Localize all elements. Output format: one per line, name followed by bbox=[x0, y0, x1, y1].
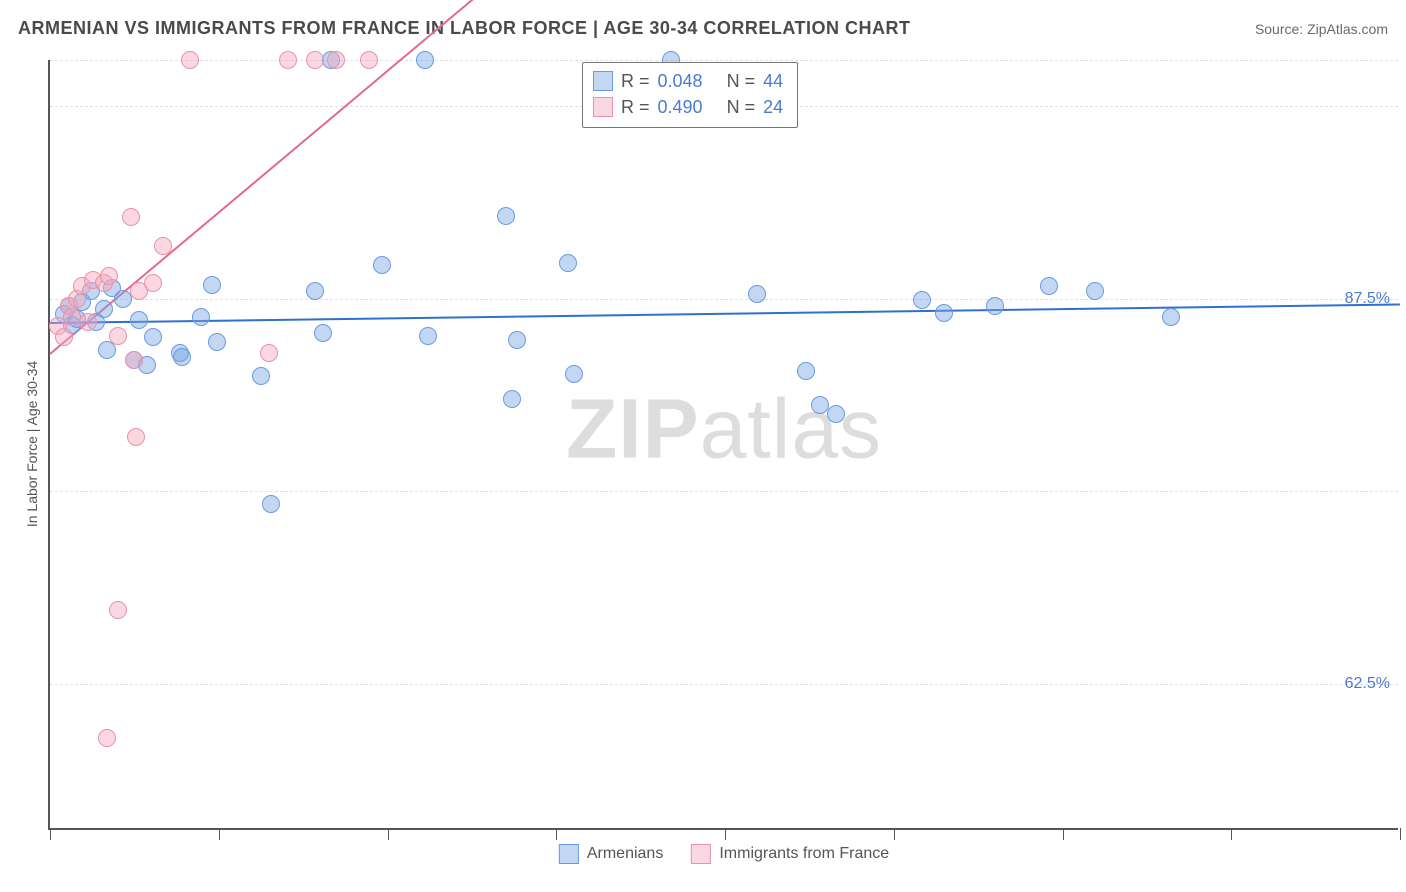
data-point bbox=[373, 256, 391, 274]
data-point bbox=[208, 333, 226, 351]
stat-legend-row: R = 0.490 N = 24 bbox=[593, 94, 783, 120]
legend-label: Armenians bbox=[587, 845, 663, 863]
data-point bbox=[306, 282, 324, 300]
chart-source: Source: ZipAtlas.com bbox=[1255, 21, 1388, 37]
gridline-h bbox=[50, 299, 1398, 300]
x-tick bbox=[1063, 828, 1064, 840]
data-point bbox=[314, 324, 332, 342]
x-tick bbox=[219, 828, 220, 840]
n-value: 44 bbox=[763, 68, 783, 94]
legend-swatch bbox=[559, 844, 579, 864]
data-point bbox=[154, 237, 172, 255]
x-tick bbox=[1400, 828, 1401, 840]
data-point bbox=[327, 51, 345, 69]
x-tick bbox=[1231, 828, 1232, 840]
gridline-h bbox=[50, 491, 1398, 492]
gridline-h bbox=[50, 60, 1398, 61]
data-point bbox=[144, 328, 162, 346]
y-tick-label: 62.5% bbox=[1345, 675, 1390, 693]
data-point bbox=[252, 367, 270, 385]
data-point bbox=[98, 729, 116, 747]
data-point bbox=[125, 351, 143, 369]
data-point bbox=[935, 304, 953, 322]
x-tick bbox=[388, 828, 389, 840]
legend-swatch bbox=[691, 844, 711, 864]
chart-header: ARMENIAN VS IMMIGRANTS FROM FRANCE IN LA… bbox=[18, 18, 1388, 39]
data-point bbox=[127, 428, 145, 446]
data-point bbox=[1162, 308, 1180, 326]
legend-label: Immigrants from France bbox=[719, 845, 889, 863]
y-axis-label: In Labor Force | Age 30-34 bbox=[24, 361, 40, 527]
gridline-h bbox=[50, 684, 1398, 685]
data-point bbox=[508, 331, 526, 349]
n-label: N = bbox=[727, 68, 756, 94]
r-value: 0.490 bbox=[658, 94, 703, 120]
data-point bbox=[181, 51, 199, 69]
x-tick bbox=[894, 828, 895, 840]
data-point bbox=[262, 495, 280, 513]
data-point bbox=[130, 311, 148, 329]
n-label: N = bbox=[727, 94, 756, 120]
trend-line bbox=[50, 303, 1400, 323]
n-value: 24 bbox=[763, 94, 783, 120]
watermark: ZIPatlas bbox=[566, 380, 882, 477]
data-point bbox=[122, 208, 140, 226]
data-point bbox=[114, 290, 132, 308]
watermark-atlas: atlas bbox=[700, 381, 882, 475]
data-point bbox=[144, 274, 162, 292]
data-point bbox=[419, 327, 437, 345]
data-point bbox=[55, 328, 73, 346]
data-point bbox=[63, 308, 81, 326]
footer-legend: Armenians Immigrants from France bbox=[559, 844, 889, 864]
data-point bbox=[360, 51, 378, 69]
r-label: R = bbox=[621, 68, 650, 94]
data-point bbox=[797, 362, 815, 380]
legend-swatch bbox=[593, 71, 613, 91]
data-point bbox=[559, 254, 577, 272]
data-point bbox=[913, 291, 931, 309]
r-label: R = bbox=[621, 94, 650, 120]
data-point bbox=[827, 405, 845, 423]
x-tick bbox=[556, 828, 557, 840]
data-point bbox=[416, 51, 434, 69]
data-point bbox=[79, 313, 97, 331]
data-point bbox=[503, 390, 521, 408]
data-point bbox=[748, 285, 766, 303]
data-point bbox=[986, 297, 1004, 315]
data-point bbox=[260, 344, 278, 362]
stat-legend: R = 0.048 N = 44 R = 0.490 N = 24 bbox=[582, 62, 798, 128]
source-prefix: Source: bbox=[1255, 21, 1307, 37]
chart-plot-area: ZIPatlas In Labor Force | Age 30-34 62.5… bbox=[48, 60, 1398, 830]
footer-legend-item: Immigrants from France bbox=[691, 844, 889, 864]
source-name: ZipAtlas.com bbox=[1307, 21, 1388, 37]
data-point bbox=[109, 327, 127, 345]
data-point bbox=[173, 348, 191, 366]
watermark-zip: ZIP bbox=[566, 381, 700, 475]
data-point bbox=[203, 276, 221, 294]
footer-legend-item: Armenians bbox=[559, 844, 663, 864]
data-point bbox=[100, 267, 118, 285]
data-point bbox=[497, 207, 515, 225]
chart-title: ARMENIAN VS IMMIGRANTS FROM FRANCE IN LA… bbox=[18, 18, 911, 39]
legend-swatch bbox=[593, 97, 613, 117]
r-value: 0.048 bbox=[658, 68, 703, 94]
data-point bbox=[1040, 277, 1058, 295]
x-tick bbox=[50, 828, 51, 840]
data-point bbox=[192, 308, 210, 326]
data-point bbox=[279, 51, 297, 69]
data-point bbox=[811, 396, 829, 414]
data-point bbox=[1086, 282, 1104, 300]
data-point bbox=[565, 365, 583, 383]
data-point bbox=[95, 300, 113, 318]
stat-legend-row: R = 0.048 N = 44 bbox=[593, 68, 783, 94]
x-tick bbox=[725, 828, 726, 840]
data-point bbox=[306, 51, 324, 69]
data-point bbox=[109, 601, 127, 619]
